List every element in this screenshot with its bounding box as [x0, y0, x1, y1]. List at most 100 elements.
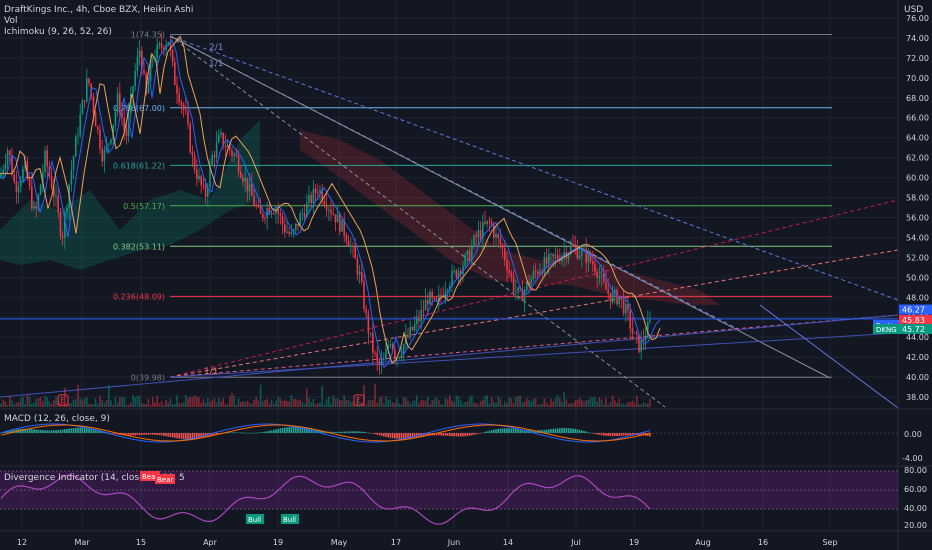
macd-histogram-bar	[303, 427, 306, 433]
fan-line[interactable]	[169, 314, 899, 378]
candle-body	[4, 164, 7, 170]
candle-body	[517, 287, 519, 291]
volume-bar	[605, 397, 607, 407]
macd-histogram-bar	[444, 433, 447, 436]
macd-histogram-bar	[471, 433, 473, 436]
svg-text:DKNG: DKNG	[876, 326, 897, 334]
macd-histogram-bar	[383, 433, 385, 437]
volume-bar	[345, 399, 348, 407]
volume-bar	[499, 398, 502, 407]
fan-line[interactable]	[759, 304, 899, 409]
macd-histogram-bar	[365, 432, 367, 433]
candle-body	[625, 304, 627, 314]
volume-bar	[308, 398, 310, 407]
macd-histogram-bar	[563, 428, 565, 433]
volume-bar	[427, 396, 429, 407]
candle-body	[193, 155, 196, 170]
div-tick-40: 40.00	[904, 504, 927, 513]
fan-line[interactable]	[169, 35, 899, 301]
macd-histogram-bar	[622, 433, 625, 436]
macd-histogram-bar	[28, 429, 31, 433]
volume-bar	[640, 404, 642, 407]
volume-bar	[191, 397, 194, 407]
macd-pane[interactable]	[0, 423, 898, 443]
volume-bar	[552, 401, 554, 407]
candle-body	[262, 213, 264, 219]
macd-label: MACD (12, 26, close, 9)	[4, 414, 110, 424]
volume-bar	[17, 402, 20, 407]
macd-histogram-bar	[512, 428, 515, 433]
candle-body	[631, 328, 634, 334]
macd-histogram-bar	[581, 430, 583, 433]
fib-level-label: 0(39.98)	[131, 373, 165, 382]
macd-histogram-bar	[559, 428, 561, 433]
macd-histogram-bar	[251, 432, 253, 434]
candle-body	[156, 44, 158, 59]
fan-line[interactable]	[169, 35, 666, 408]
volume-bar	[251, 403, 253, 407]
candle-body	[409, 326, 411, 338]
volume-bar	[383, 403, 385, 407]
volume-bar	[541, 403, 543, 407]
svg-text:46.27: 46.27	[902, 306, 925, 315]
volume-bar	[449, 395, 451, 407]
time-tick: Jul	[570, 538, 581, 547]
earnings-marker[interactable]: E	[57, 394, 69, 406]
candle-body	[50, 175, 53, 189]
volume-bar	[55, 396, 57, 407]
candle-body	[143, 70, 145, 74]
macd-histogram-bar	[147, 433, 150, 435]
volume-bar	[598, 397, 601, 407]
volume-bar	[479, 401, 482, 407]
volume-bar	[198, 397, 200, 407]
macd-histogram-bar	[185, 433, 187, 440]
candle-body	[220, 132, 222, 135]
fan-line[interactable]	[169, 332, 899, 378]
macd-histogram-bar	[389, 433, 392, 438]
volume-bar	[405, 397, 407, 407]
volume-bar	[328, 396, 330, 407]
volume-bar	[422, 400, 425, 407]
time-axis[interactable]: 12 Mar 15 Apr 19 May 17 Jun 14 Jul 19 Aug 16 Sep	[17, 538, 838, 547]
gann-fan[interactable]	[0, 35, 899, 409]
macd-histogram-bar	[484, 431, 486, 433]
candle-body	[303, 213, 306, 218]
candle-body	[253, 195, 255, 206]
chart-title: DraftKings Inc., 4h, Cboe BZX, Heikin As…	[4, 5, 193, 15]
candle-body	[594, 264, 596, 272]
macd-histogram-bar	[356, 431, 359, 433]
candle-body	[402, 344, 405, 355]
macd-histogram-bar	[332, 431, 334, 433]
fan-line[interactable]	[169, 199, 899, 378]
fan-line[interactable]	[0, 314, 899, 398]
candle-body	[618, 297, 620, 305]
price-tick: 40.00	[906, 373, 929, 382]
volume-bar	[211, 400, 213, 407]
volume-bar	[13, 403, 15, 407]
price-axis[interactable]: 76.00 74.00 72.00 70.00 68.00 66.00 64.00 62.00…	[906, 14, 929, 402]
volume-bar	[222, 398, 224, 407]
candle-body	[24, 160, 26, 169]
macd-histogram-bar	[275, 429, 277, 433]
fib-retracement[interactable]: 1(74.35) 0.786(67.00) 0.618(61.22) 0.5(57.1…	[113, 30, 832, 382]
price-tick: 72.00	[906, 54, 929, 63]
volume-bar	[636, 395, 638, 407]
macd-histogram-bar	[66, 428, 68, 433]
volume-bar	[559, 397, 561, 407]
volume-bar	[121, 396, 123, 407]
volume-bar	[543, 397, 546, 407]
macd-histogram-bar	[468, 433, 471, 436]
earnings-marker[interactable]: E	[353, 394, 365, 406]
fan-line[interactable]	[169, 35, 831, 379]
macd-histogram-bar	[354, 431, 356, 433]
cloud-bearish	[300, 130, 720, 305]
volume-bar	[237, 398, 240, 407]
volume-bar	[367, 400, 370, 407]
volume-bar	[255, 396, 257, 407]
volume-bar	[614, 400, 616, 407]
price-tag: 46.27	[899, 304, 932, 315]
volume-bar	[147, 398, 150, 407]
candle-body	[341, 219, 343, 232]
macd-histogram-bar	[565, 428, 568, 433]
